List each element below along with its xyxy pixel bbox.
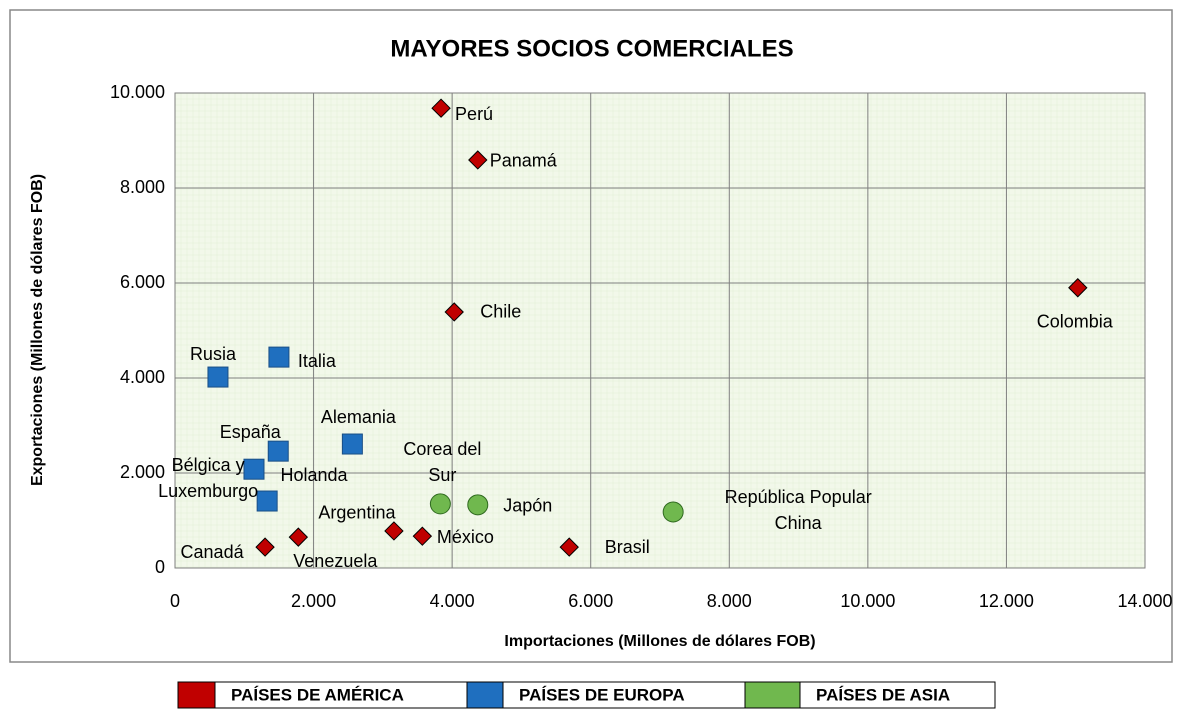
chart-title: MAYORES SOCIOS COMERCIALES <box>390 35 793 62</box>
point-label: Colombia <box>1037 312 1114 332</box>
point-label: Perú <box>455 104 493 124</box>
legend-label: PAÍSES DE EUROPA <box>519 685 685 704</box>
y-tick-label: 2.000 <box>120 462 165 482</box>
data-point <box>444 302 464 322</box>
x-tick-label: 0 <box>170 591 180 611</box>
x-tick-label: 4.000 <box>430 591 475 611</box>
y-tick-label: 6.000 <box>120 272 165 292</box>
data-point <box>429 493 451 515</box>
data-point <box>207 366 229 388</box>
data-point <box>559 537 579 557</box>
data-point <box>267 440 289 462</box>
x-tick-label: 14.000 <box>1117 591 1172 611</box>
legend-swatch <box>744 681 801 709</box>
x-axis-title: Importaciones (Millones de dólares FOB) <box>504 633 815 650</box>
point-label: Chile <box>480 302 521 322</box>
legend-box <box>502 681 746 709</box>
x-tick-label: 10.000 <box>840 591 895 611</box>
x-tick-label: 2.000 <box>291 591 336 611</box>
y-axis-title: Exportaciones (Millones de dólares FOB) <box>29 174 46 486</box>
data-point <box>468 150 488 170</box>
data-point <box>268 346 290 368</box>
point-label: Corea del Sur <box>403 439 481 485</box>
point-label: Rusia <box>190 344 237 364</box>
point-label: Canadá <box>181 542 245 562</box>
data-point <box>662 501 684 523</box>
point-label: Holanda <box>280 465 348 485</box>
y-tick-label: 8.000 <box>120 177 165 197</box>
legend-swatch <box>466 681 504 709</box>
point-label: Venezuela <box>293 551 378 571</box>
legend-label: PAÍSES DE ASIA <box>816 685 950 704</box>
data-point <box>384 521 404 541</box>
point-label: Italia <box>298 351 337 371</box>
data-point <box>412 526 433 546</box>
point-label: México <box>437 527 494 547</box>
data-point <box>431 98 451 118</box>
point-label: Brasil <box>605 537 650 557</box>
point-label: España <box>220 422 282 442</box>
x-tick-label: 12.000 <box>979 591 1034 611</box>
data-point <box>341 433 363 455</box>
point-label: Panamá <box>490 151 558 171</box>
point-label: Japón <box>503 496 552 516</box>
plot-frame <box>174 92 1146 569</box>
legend-swatch <box>177 681 216 709</box>
point-label: Bélgica y Luxemburgo <box>158 455 258 501</box>
legend-box <box>799 681 996 709</box>
x-tick-label: 6.000 <box>568 591 613 611</box>
point-label: República Popular China <box>725 487 872 533</box>
y-tick-label: 4.000 <box>120 367 165 387</box>
legend-box <box>214 681 468 709</box>
data-point <box>256 490 278 512</box>
legend-label: PAÍSES DE AMÉRICA <box>231 685 404 704</box>
data-point <box>288 527 309 547</box>
data-point <box>1068 278 1088 298</box>
data-point <box>467 494 489 516</box>
y-tick-label: 0 <box>155 557 165 577</box>
data-point <box>255 537 275 557</box>
point-label: Alemania <box>321 407 397 427</box>
y-tick-label: 10.000 <box>110 82 165 102</box>
x-tick-label: 8.000 <box>707 591 752 611</box>
plot-area <box>175 93 1145 568</box>
data-point <box>243 458 265 480</box>
point-label: Argentina <box>318 503 396 523</box>
